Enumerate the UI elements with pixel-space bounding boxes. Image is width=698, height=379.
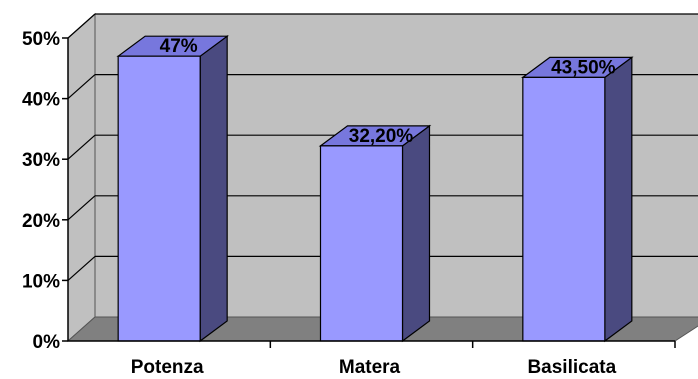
gridline-side	[67, 13, 96, 39]
y-tick-label: 30%	[22, 150, 60, 171]
bar	[116, 34, 229, 343]
gridline-side	[67, 255, 96, 281]
y-axis: 0% 10% 20% 30% 40% 50%	[22, 29, 69, 353]
data-label: 43,50%	[551, 57, 616, 78]
category-label: Potenza	[131, 357, 204, 378]
data-labels: 47% 32,20% 43,50%	[160, 36, 616, 147]
gridline-side	[67, 195, 96, 221]
bar-front	[522, 76, 606, 342]
bar	[318, 124, 432, 343]
side-wall	[67, 12, 96, 343]
y-tick-label: 20%	[22, 211, 60, 232]
bar-front	[117, 55, 201, 342]
bar-front	[319, 145, 404, 342]
y-tick-label: 50%	[22, 29, 60, 50]
bar	[521, 56, 634, 343]
data-label: 32,20%	[349, 126, 414, 147]
x-axis: Potenza Matera Basilicata	[68, 340, 676, 378]
bars	[116, 34, 634, 343]
data-label: 47%	[160, 36, 198, 57]
y-tick-label: 0%	[33, 332, 61, 353]
gridline-side	[67, 74, 96, 100]
category-label: Matera	[339, 357, 401, 378]
bar-side	[199, 34, 228, 343]
bar-side	[604, 56, 633, 343]
y-tick-label: 10%	[22, 271, 60, 292]
category-label: Basilicata	[527, 357, 616, 378]
gridline-side	[67, 134, 96, 160]
bar-side	[401, 124, 431, 343]
y-tick-label: 40%	[22, 90, 60, 111]
